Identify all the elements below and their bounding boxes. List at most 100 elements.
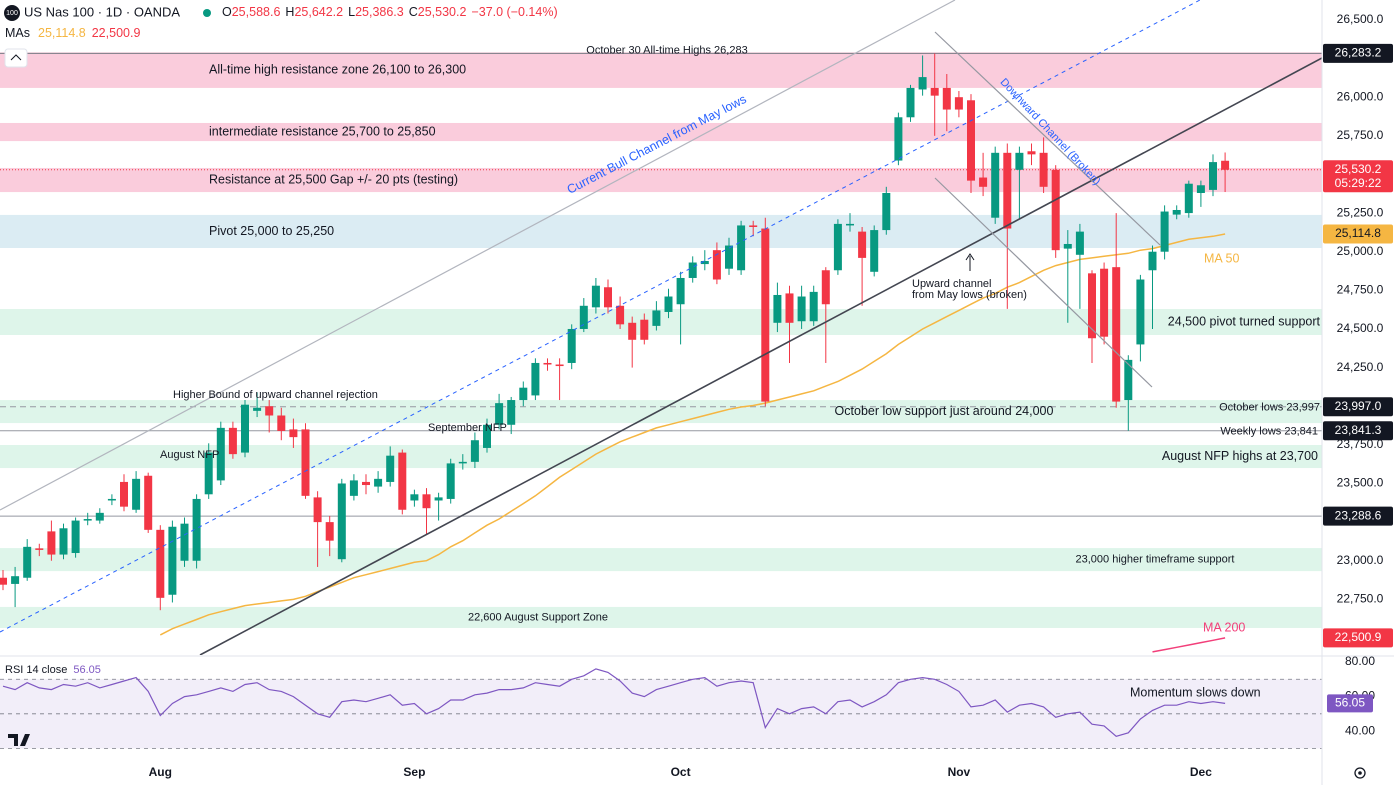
candle-body — [325, 522, 334, 541]
candle-body — [120, 481, 128, 507]
candle-body — [386, 455, 395, 482]
candle-body — [531, 362, 540, 396]
price-badge-label: 23,288.6 — [1335, 508, 1382, 522]
y-tick-label: 26,500.0 — [1337, 12, 1384, 26]
candle-body — [954, 97, 963, 110]
y-tick-label: 23,750.0 — [1337, 437, 1384, 451]
y-tick-label: 23,000.0 — [1337, 553, 1384, 567]
candle-body — [894, 117, 903, 161]
candle-body — [918, 77, 927, 90]
candle-body — [1136, 279, 1145, 345]
candle-body — [761, 228, 770, 402]
candle-body — [664, 296, 673, 312]
candle-body — [216, 427, 225, 481]
y-tick-label: 25,000.0 — [1337, 244, 1384, 258]
settings-icon[interactable] — [1354, 767, 1366, 779]
rsi-header-value: 56.05 — [73, 664, 101, 676]
price-badge-label: 25,530.2 — [1335, 162, 1382, 176]
candle-body — [604, 287, 612, 308]
price-badge-label: 23,997.0 — [1335, 399, 1382, 413]
symbol-icon-text: 100 — [6, 10, 18, 17]
candle-body — [495, 403, 504, 425]
candle-body — [785, 293, 794, 323]
ohlc-value: 25,386.3 — [355, 5, 404, 19]
logo — [8, 734, 30, 746]
x-tick-label: Dec — [1190, 765, 1212, 779]
candle-body — [168, 526, 177, 595]
candle-body — [1124, 359, 1133, 401]
rsi-band — [0, 679, 1322, 749]
zone-label: 24,500 pivot turned support — [1168, 314, 1321, 328]
annotation: Momentum slows down — [1130, 685, 1261, 699]
candle-body — [1209, 162, 1217, 190]
candle-body — [253, 407, 262, 411]
zone-label: August NFP highs at 23,700 — [1162, 449, 1318, 463]
collapse-button[interactable] — [4, 48, 28, 68]
candle-body — [1027, 151, 1036, 155]
rsi-badge — [1327, 694, 1373, 713]
candle-body — [942, 87, 951, 110]
candle-body — [374, 478, 383, 487]
candle-body — [228, 427, 237, 455]
zone-label: Pivot 25,000 to 25,250 — [209, 224, 334, 238]
candle-body — [35, 548, 44, 550]
candle-body — [180, 523, 189, 561]
candle-body — [652, 310, 661, 326]
candle-body — [1148, 251, 1157, 271]
price-badge — [1323, 397, 1393, 417]
zone-label: Resistance at 25,500 Gap +/- 20 pts (tes… — [209, 172, 458, 186]
candle-body — [434, 497, 443, 501]
candle-body — [1003, 152, 1012, 229]
annotation: Upward channel — [912, 278, 992, 290]
annotation: from May lows (broken) — [912, 289, 1027, 301]
price-badge — [1323, 43, 1393, 63]
rsi-header: RSI 14 close 56.05 — [5, 664, 101, 676]
y-tick-label: 80.00 — [1345, 654, 1375, 668]
candle-body — [591, 285, 600, 308]
candle-body — [507, 400, 516, 425]
price-badge — [1323, 628, 1393, 648]
candle-body — [0, 577, 7, 585]
candle-body — [1088, 273, 1096, 339]
candle-body — [616, 305, 625, 325]
ma-header-value: 25,114.8 — [38, 26, 86, 40]
candle-body — [809, 291, 818, 322]
candle-body — [23, 546, 32, 578]
candle-body — [349, 480, 358, 496]
zone — [0, 606, 1322, 628]
axes: 26,500.0 26,000.0 25,750.0 25,250.0 25,000.0… — [149, 12, 1393, 779]
level-label: Weekly lows 23,841 — [1220, 426, 1318, 438]
ohlc-key: H — [285, 5, 294, 19]
candle-body — [1051, 169, 1060, 251]
candle-body — [362, 481, 370, 486]
candle-body — [1184, 183, 1193, 214]
moving-average — [1152, 637, 1226, 653]
rsi-pane — [0, 668, 1322, 749]
ohlc-key: C — [409, 5, 418, 19]
y-tick-label: 25,750.0 — [1337, 128, 1384, 142]
candle-body — [83, 519, 92, 521]
settings-icon[interactable] — [1358, 771, 1362, 775]
zone — [0, 445, 1322, 469]
zone — [0, 400, 1322, 424]
y-tick-label: 22,750.0 — [1337, 592, 1384, 606]
candle-body — [277, 415, 286, 431]
candle-body — [107, 498, 116, 501]
price-badge-label: 25,114.8 — [1335, 226, 1381, 240]
zone-label: 22,600 August Support Zone — [468, 611, 608, 623]
candle-body — [846, 223, 854, 226]
candle-body — [749, 225, 758, 227]
ma-label: MA 200 — [1203, 620, 1245, 634]
candle-body — [458, 461, 467, 464]
candle-body — [1015, 152, 1024, 170]
candle-body — [446, 463, 455, 499]
collapse-icon[interactable] — [10, 54, 22, 61]
ohlc-key: L — [348, 5, 355, 19]
zone — [0, 122, 1322, 142]
rsi-badge-label: 56.05 — [1335, 696, 1365, 710]
candle-body — [676, 277, 685, 305]
candle-body — [1075, 231, 1084, 255]
candle-body — [410, 494, 419, 501]
y-tick-label: 40.00 — [1345, 723, 1375, 737]
